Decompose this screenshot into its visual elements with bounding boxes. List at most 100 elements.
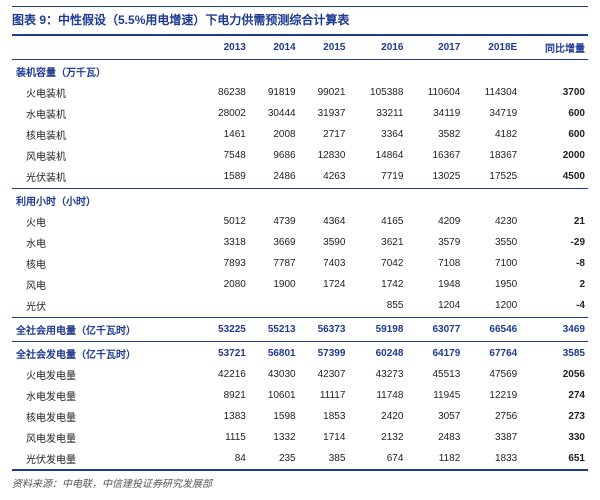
cell-value: 4500 bbox=[520, 166, 588, 189]
cell-value: 1714 bbox=[299, 427, 349, 448]
section-header-value: 59198 bbox=[348, 318, 406, 342]
row-label: 水电发电量 bbox=[12, 385, 199, 406]
cell-value: 7787 bbox=[249, 253, 299, 274]
cell-value: 330 bbox=[520, 427, 588, 448]
cell-value: 30444 bbox=[249, 103, 299, 124]
section-header-value: 3585 bbox=[520, 342, 588, 365]
cell-value: 2756 bbox=[463, 406, 520, 427]
cell-value: 34119 bbox=[406, 103, 463, 124]
cell-value: 855 bbox=[348, 295, 406, 318]
section-header: 全社会用电量（亿千瓦时） bbox=[12, 318, 199, 342]
section-header: 装机容量（万千瓦） bbox=[12, 60, 199, 83]
cell-value: 8921 bbox=[199, 385, 249, 406]
cell-value: 10601 bbox=[249, 385, 299, 406]
cell-value bbox=[199, 295, 249, 318]
cell-value: 4165 bbox=[348, 211, 406, 232]
cell-value: 2483 bbox=[406, 427, 463, 448]
section-header-value: 66546 bbox=[463, 318, 520, 342]
cell-value: -4 bbox=[520, 295, 588, 318]
section-header-value: 53721 bbox=[199, 342, 249, 365]
cell-value: 1182 bbox=[406, 448, 463, 470]
cell-value: 2486 bbox=[249, 166, 299, 189]
forecast-table: 201320142015201620172018E同比增量 装机容量（万千瓦） … bbox=[12, 34, 588, 471]
row-label: 核电发电量 bbox=[12, 406, 199, 427]
cell-value: 600 bbox=[520, 124, 588, 145]
section-header-value: 57399 bbox=[299, 342, 349, 365]
section-header-value: 56801 bbox=[249, 342, 299, 365]
row-label: 风电装机 bbox=[12, 145, 199, 166]
cell-value: 3590 bbox=[299, 232, 349, 253]
cell-value: 42307 bbox=[299, 364, 349, 385]
cell-value: 1950 bbox=[463, 274, 520, 295]
cell-value: 5012 bbox=[199, 211, 249, 232]
cell-value: 1461 bbox=[199, 124, 249, 145]
cell-value: 3387 bbox=[463, 427, 520, 448]
cell-value: 651 bbox=[520, 448, 588, 470]
section-header-value: 67764 bbox=[463, 342, 520, 365]
col-year: 2014 bbox=[249, 35, 299, 60]
cell-value: 11117 bbox=[299, 385, 349, 406]
row-label: 光伏 bbox=[12, 295, 199, 318]
cell-value: 7548 bbox=[199, 145, 249, 166]
cell-value: 11748 bbox=[348, 385, 406, 406]
cell-value: 7042 bbox=[348, 253, 406, 274]
cell-value: 114304 bbox=[463, 82, 520, 103]
cell-value: 105388 bbox=[348, 82, 406, 103]
cell-value: 3057 bbox=[406, 406, 463, 427]
col-year: 2015 bbox=[299, 35, 349, 60]
cell-value: 4739 bbox=[249, 211, 299, 232]
cell-value: 7893 bbox=[199, 253, 249, 274]
cell-value: 14864 bbox=[348, 145, 406, 166]
row-label: 光伏装机 bbox=[12, 166, 199, 189]
row-label: 水电装机 bbox=[12, 103, 199, 124]
section-header-value: 56373 bbox=[299, 318, 349, 342]
cell-value: 2 bbox=[520, 274, 588, 295]
cell-value: 274 bbox=[520, 385, 588, 406]
cell-value: 18367 bbox=[463, 145, 520, 166]
cell-value: 1598 bbox=[249, 406, 299, 427]
data-source: 资料来源：中电联，中信建投证券研究发展部 bbox=[12, 471, 588, 490]
row-label: 核电 bbox=[12, 253, 199, 274]
col-year: 2017 bbox=[406, 35, 463, 60]
cell-value: 99021 bbox=[299, 82, 349, 103]
cell-value: 2132 bbox=[348, 427, 406, 448]
cell-value: 1724 bbox=[299, 274, 349, 295]
cell-value: 2056 bbox=[520, 364, 588, 385]
cell-value: 43273 bbox=[348, 364, 406, 385]
cell-value: 7403 bbox=[299, 253, 349, 274]
section-header-value: 64179 bbox=[406, 342, 463, 365]
cell-value: 1833 bbox=[463, 448, 520, 470]
row-label: 火电发电量 bbox=[12, 364, 199, 385]
row-label: 风电发电量 bbox=[12, 427, 199, 448]
cell-value: 3669 bbox=[249, 232, 299, 253]
figure-title: 图表 9：中性假设（5.5%用电增速）下电力供需预测综合计算表 bbox=[12, 6, 588, 34]
cell-value: 7108 bbox=[406, 253, 463, 274]
cell-value: 4182 bbox=[463, 124, 520, 145]
cell-value: 3700 bbox=[520, 82, 588, 103]
cell-value: 45513 bbox=[406, 364, 463, 385]
cell-value: 84 bbox=[199, 448, 249, 470]
cell-value: 2008 bbox=[249, 124, 299, 145]
row-label: 核电装机 bbox=[12, 124, 199, 145]
cell-value: 235 bbox=[249, 448, 299, 470]
cell-value: 28002 bbox=[199, 103, 249, 124]
cell-value: 600 bbox=[520, 103, 588, 124]
cell-value: 4230 bbox=[463, 211, 520, 232]
cell-value: 86238 bbox=[199, 82, 249, 103]
cell-value: 3582 bbox=[406, 124, 463, 145]
section-header-value: 3469 bbox=[520, 318, 588, 342]
cell-value: 1948 bbox=[406, 274, 463, 295]
cell-value: 3318 bbox=[199, 232, 249, 253]
cell-value: 2000 bbox=[520, 145, 588, 166]
cell-value: 1332 bbox=[249, 427, 299, 448]
cell-value: 110604 bbox=[406, 82, 463, 103]
cell-value: 3621 bbox=[348, 232, 406, 253]
col-year: 2013 bbox=[199, 35, 249, 60]
col-year: 2016 bbox=[348, 35, 406, 60]
col-blank bbox=[12, 35, 199, 60]
cell-value: 4209 bbox=[406, 211, 463, 232]
cell-value: 21 bbox=[520, 211, 588, 232]
cell-value: 12830 bbox=[299, 145, 349, 166]
cell-value: 42216 bbox=[199, 364, 249, 385]
section-header-value: 55213 bbox=[249, 318, 299, 342]
